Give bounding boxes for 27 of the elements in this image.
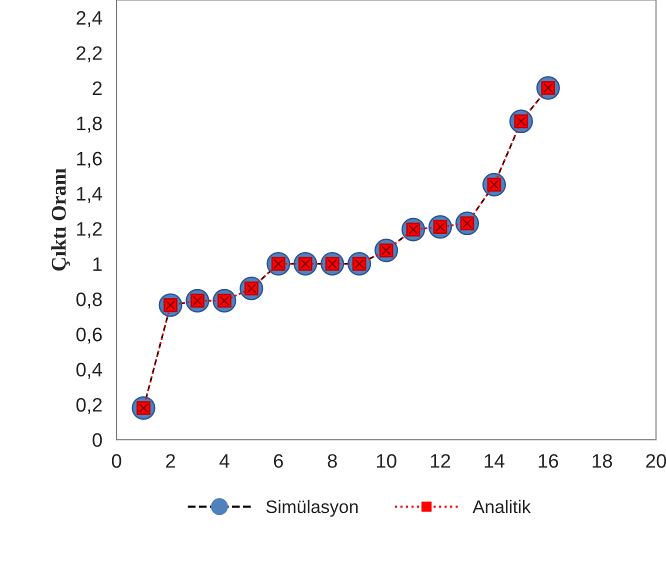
x-tick-label: 8	[328, 454, 337, 468]
y-tick-label: 0,4	[76, 362, 102, 379]
y-tick-label: 2	[92, 81, 102, 95]
y-tick-label: 2,4	[76, 11, 102, 28]
x-tick-label: 10	[376, 454, 396, 468]
y-tick-label: 0,8	[76, 292, 102, 309]
legend-label: Analitik	[472, 500, 531, 514]
x-tick-label: 4	[219, 454, 230, 468]
x-tick-label: 16	[538, 454, 558, 468]
x-tick-label: 6	[274, 454, 283, 468]
x-tick-label: 18	[592, 454, 612, 468]
y-tick-label: 1,2	[77, 222, 102, 238]
y-tick-label: 1	[93, 257, 102, 271]
y-tick-label: 0,6	[76, 328, 102, 344]
y-tick-label: 1,6	[77, 152, 102, 168]
y-tick-label: 2,2	[76, 46, 102, 62]
x-tick-label: 2	[166, 454, 175, 468]
y-axis-title: Çıktı Oranı	[51, 168, 70, 271]
x-tick-label: 0	[112, 454, 122, 468]
y-tick-label: 1,8	[77, 116, 102, 133]
x-tick-label: 20	[646, 454, 666, 468]
x-tick-label: 12	[430, 454, 450, 468]
x-tick-label: 14	[484, 454, 504, 468]
y-tick-label: 1,4	[77, 187, 102, 203]
legend-label: Simülasyon	[266, 500, 358, 517]
y-tick-label: 0	[92, 433, 102, 447]
y-tick-label: 0,2	[76, 398, 102, 414]
